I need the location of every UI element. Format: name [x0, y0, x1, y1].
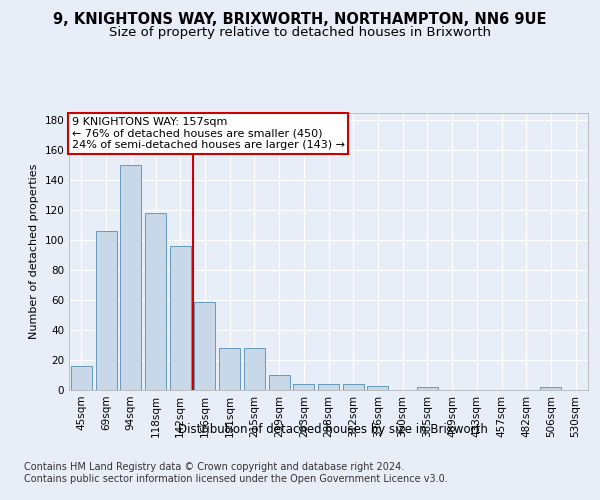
Bar — [367, 386, 388, 390]
Bar — [417, 387, 438, 390]
Bar — [343, 384, 364, 390]
Bar — [293, 384, 314, 390]
Text: Contains HM Land Registry data © Crown copyright and database right 2024.
Contai: Contains HM Land Registry data © Crown c… — [24, 462, 448, 484]
Bar — [541, 387, 562, 390]
Bar — [95, 231, 116, 390]
Bar — [170, 246, 191, 390]
Bar — [194, 302, 215, 390]
Text: 9 KNIGHTONS WAY: 157sqm
← 76% of detached houses are smaller (450)
24% of semi-d: 9 KNIGHTONS WAY: 157sqm ← 76% of detache… — [71, 116, 344, 150]
Bar — [269, 375, 290, 390]
Bar — [71, 366, 92, 390]
Bar — [318, 384, 339, 390]
Bar — [244, 348, 265, 390]
Bar — [145, 213, 166, 390]
Text: Size of property relative to detached houses in Brixworth: Size of property relative to detached ho… — [109, 26, 491, 39]
Bar — [219, 348, 240, 390]
Y-axis label: Number of detached properties: Number of detached properties — [29, 164, 39, 339]
Text: 9, KNIGHTONS WAY, BRIXWORTH, NORTHAMPTON, NN6 9UE: 9, KNIGHTONS WAY, BRIXWORTH, NORTHAMPTON… — [53, 12, 547, 28]
Bar — [120, 165, 141, 390]
Text: Distribution of detached houses by size in Brixworth: Distribution of detached houses by size … — [178, 422, 488, 436]
